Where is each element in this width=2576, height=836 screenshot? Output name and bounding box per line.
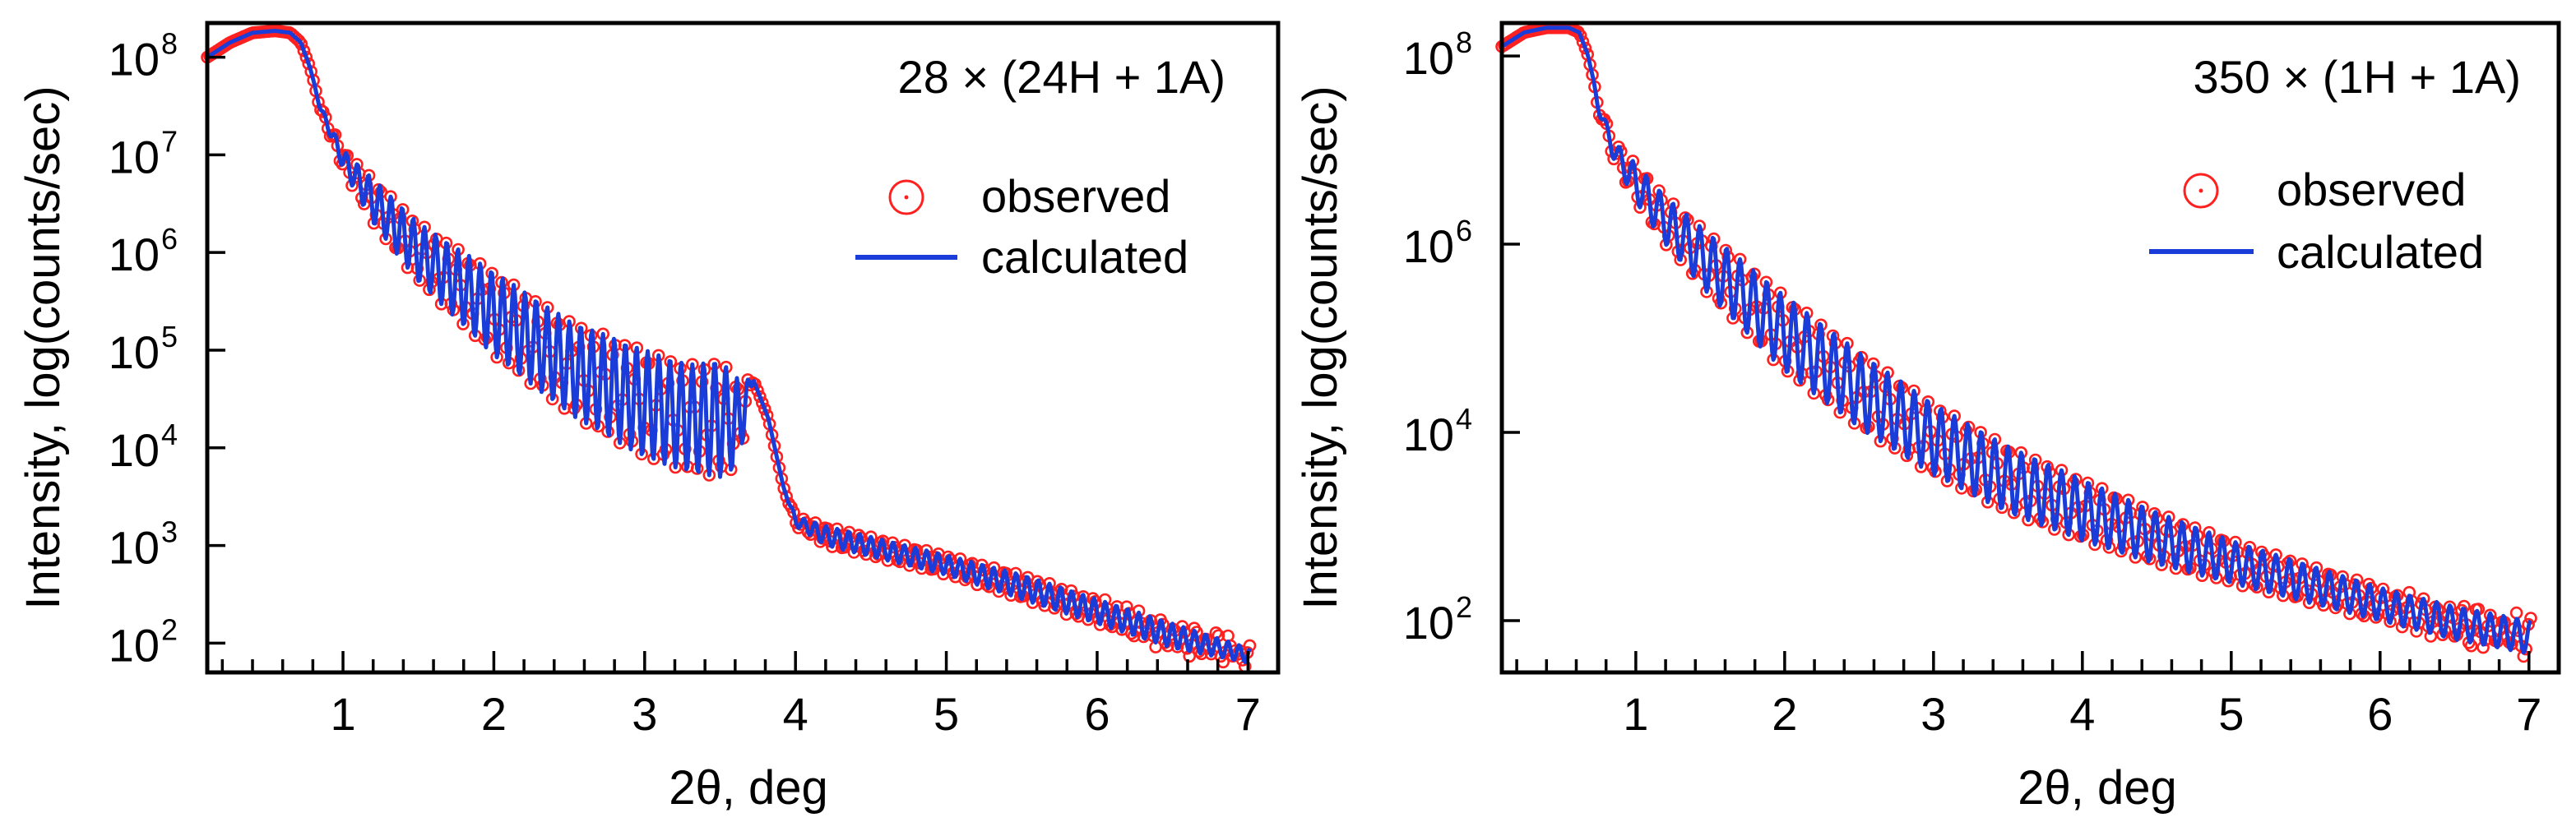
- panel-title-left: 28 × (24H + 1A): [898, 51, 1225, 103]
- x-tick-label: 5: [934, 688, 959, 740]
- y-tick-label: 10 6: [109, 222, 178, 280]
- x-tick-label: 6: [1084, 688, 1110, 740]
- y-axis-label-left: Intensity, log(counts/sec): [16, 85, 70, 609]
- x-tick-label: 5: [2218, 688, 2244, 740]
- y-tick-base: 10: [109, 131, 160, 182]
- legend-observed-label-right: observed: [2277, 164, 2466, 215]
- y-tick-exponent: 4: [161, 418, 178, 451]
- y-tick-base: 10: [109, 424, 160, 476]
- legend-observed-label-left: observed: [981, 170, 1170, 222]
- x-tick-label: 6: [2367, 688, 2393, 740]
- y-tick-base: 10: [109, 326, 160, 378]
- y-tick-base: 10: [109, 229, 160, 280]
- y-tick-base: 10: [109, 34, 160, 85]
- x-tick-label: 4: [2069, 688, 2095, 740]
- y-tick-exponent: 8: [1456, 25, 1472, 59]
- x-tick-label: 2: [481, 688, 507, 740]
- axis-frame-left: [205, 21, 1281, 675]
- x-tick-labels-left: 1 2 3 4 5 6 7: [330, 688, 1260, 740]
- x-tick-label: 7: [1235, 688, 1261, 740]
- legend-calculated-label-left: calculated: [981, 231, 1188, 283]
- ticks-right: [1502, 54, 2531, 672]
- x-tick-label: 4: [783, 688, 808, 740]
- y-tick-label: 10 8: [1403, 25, 1472, 84]
- y-tick-label: 10 2: [1403, 590, 1472, 649]
- y-axis-label-right: Intensity, log(counts/sec): [1294, 85, 1347, 609]
- calculated-line-right: [1500, 25, 2532, 655]
- observed-points-left: [201, 24, 1257, 673]
- x-tick-label: 3: [632, 688, 657, 740]
- y-tick-base: 10: [1403, 409, 1454, 460]
- y-tick-exponent: 2: [1456, 590, 1472, 624]
- calculated-line-left: [206, 29, 1252, 664]
- y-tick-label: 10 8: [109, 27, 178, 85]
- y-tick-exponent: 2: [161, 612, 178, 646]
- y-tick-base: 10: [1403, 220, 1454, 272]
- y-tick-label: 10 4: [109, 418, 178, 476]
- legend-observed-marker-left: [888, 179, 924, 215]
- y-tick-label: 10 6: [1403, 214, 1472, 272]
- plot-area-right: [1495, 21, 2537, 663]
- y-tick-exponent: 6: [1456, 214, 1472, 247]
- y-tick-base: 10: [109, 619, 160, 671]
- x-tick-label: 1: [1623, 688, 1648, 740]
- legend-observed-marker-right: [2183, 173, 2219, 209]
- y-tick-base: 10: [109, 522, 160, 574]
- y-tick-exponent: 3: [161, 515, 178, 549]
- ticks-left: [207, 55, 1250, 672]
- panel-title-right: 350 × (1H + 1A): [2194, 51, 2521, 103]
- y-tick-exponent: 8: [161, 27, 178, 61]
- y-tick-exponent: 7: [161, 124, 178, 158]
- y-tick-exponent: 5: [161, 320, 178, 353]
- x-tick-label: 1: [330, 688, 355, 740]
- y-tick-base: 10: [1403, 32, 1454, 84]
- plot-area-left: [201, 24, 1257, 673]
- y-tick-base: 10: [1403, 597, 1454, 649]
- legend-left: observed calculated: [855, 170, 1188, 283]
- y-tick-exponent: 6: [161, 222, 178, 256]
- y-tick-label: 10 2: [109, 612, 178, 671]
- x-tick-label: 7: [2516, 688, 2541, 740]
- x-axis-label-left: 2θ, deg: [669, 761, 828, 815]
- x-tick-label: 2: [1772, 688, 1797, 740]
- legend-observed-dot-left: [904, 195, 909, 200]
- y-tick-label: 10 7: [109, 124, 178, 182]
- y-tick-label: 10 3: [109, 515, 178, 574]
- axis-frame-right: [1499, 21, 2561, 675]
- x-tick-labels-right: 1 2 3 4 5 6 7: [1623, 688, 2541, 740]
- y-tick-label: 10 5: [109, 320, 178, 378]
- legend-calculated-label-right: calculated: [2277, 226, 2484, 278]
- y-tick-label: 10 4: [1403, 402, 1472, 460]
- legend-right: observed calculated: [2149, 164, 2484, 278]
- y-tick-exponent: 4: [1456, 402, 1472, 436]
- x-axis-label-right: 2θ, deg: [2018, 761, 2177, 815]
- x-tick-label: 3: [1920, 688, 1946, 740]
- observed-point: [2509, 606, 2523, 620]
- legend-observed-dot-right: [2198, 188, 2203, 193]
- observed-points-right: [1495, 21, 2537, 663]
